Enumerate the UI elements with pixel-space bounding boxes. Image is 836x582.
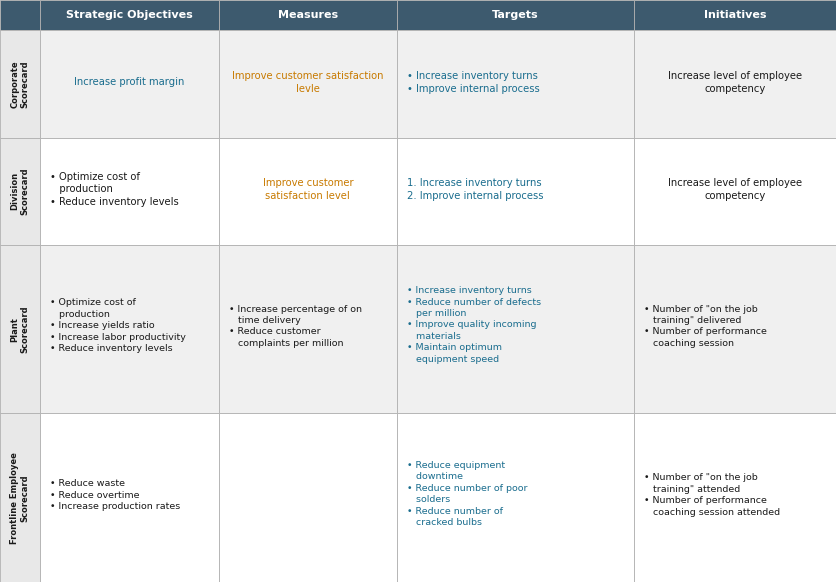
Bar: [633, 245, 836, 413]
Bar: [396, 413, 633, 582]
Text: Strategic Objectives: Strategic Objectives: [66, 10, 192, 20]
Text: Improve customer
satisfaction level: Improve customer satisfaction level: [263, 178, 353, 201]
Bar: [396, 245, 633, 413]
Text: • Optimize cost of
   production
• Increase yields ratio
• Increase labor produc: • Optimize cost of production • Increase…: [50, 299, 186, 353]
Text: Increase level of employee
competency: Increase level of employee competency: [667, 178, 802, 201]
Text: Corporate
Scorecard: Corporate Scorecard: [10, 60, 30, 108]
Text: • Increase inventory turns
• Reduce number of defects
   per million
• Improve q: • Increase inventory turns • Reduce numb…: [406, 286, 541, 364]
Text: • Number of "on the job
   training" attended
• Number of performance
   coachin: • Number of "on the job training" attend…: [643, 473, 779, 516]
Bar: [218, 0, 396, 30]
Bar: [633, 0, 836, 30]
Bar: [396, 0, 633, 30]
Bar: [0, 0, 40, 30]
Text: 1. Increase inventory turns
2. Improve internal process: 1. Increase inventory turns 2. Improve i…: [406, 178, 543, 201]
Text: Targets: Targets: [492, 10, 538, 20]
Text: Frontline Employee
Scorecard: Frontline Employee Scorecard: [10, 452, 30, 544]
Text: • Reduce waste
• Reduce overtime
• Increase production rates: • Reduce waste • Reduce overtime • Incre…: [50, 480, 181, 511]
Text: Improve customer satisfaction
levle: Improve customer satisfaction levle: [232, 71, 383, 94]
Bar: [218, 30, 396, 137]
Bar: [40, 245, 218, 413]
Bar: [40, 137, 218, 245]
Bar: [396, 30, 633, 137]
Bar: [633, 137, 836, 245]
Text: Division
Scorecard: Division Scorecard: [10, 168, 30, 215]
Bar: [633, 413, 836, 582]
Text: Increase level of employee
competency: Increase level of employee competency: [667, 71, 802, 94]
Bar: [218, 245, 396, 413]
Text: • Increase inventory turns
• Improve internal process: • Increase inventory turns • Improve int…: [406, 71, 539, 94]
Bar: [218, 413, 396, 582]
Bar: [0, 413, 40, 582]
Text: • Increase percentage of on
   time delivery
• Reduce customer
   complaints per: • Increase percentage of on time deliver…: [228, 304, 361, 348]
Text: • Reduce equipment
   downtime
• Reduce number of poor
   solders
• Reduce numbe: • Reduce equipment downtime • Reduce num…: [406, 461, 527, 527]
Bar: [0, 245, 40, 413]
Text: Measures: Measures: [278, 10, 338, 20]
Text: Increase profit margin: Increase profit margin: [74, 77, 185, 87]
Bar: [396, 137, 633, 245]
Bar: [633, 30, 836, 137]
Bar: [0, 30, 40, 137]
Bar: [40, 413, 218, 582]
Bar: [40, 30, 218, 137]
Bar: [0, 137, 40, 245]
Bar: [40, 0, 218, 30]
Text: Initiatives: Initiatives: [703, 10, 766, 20]
Text: • Number of "on the job
   training" delivered
• Number of performance
   coachi: • Number of "on the job training" delive…: [643, 304, 766, 348]
Text: Plant
Scorecard: Plant Scorecard: [10, 306, 30, 353]
Text: • Optimize cost of
   production
• Reduce inventory levels: • Optimize cost of production • Reduce i…: [50, 172, 179, 207]
Bar: [218, 137, 396, 245]
